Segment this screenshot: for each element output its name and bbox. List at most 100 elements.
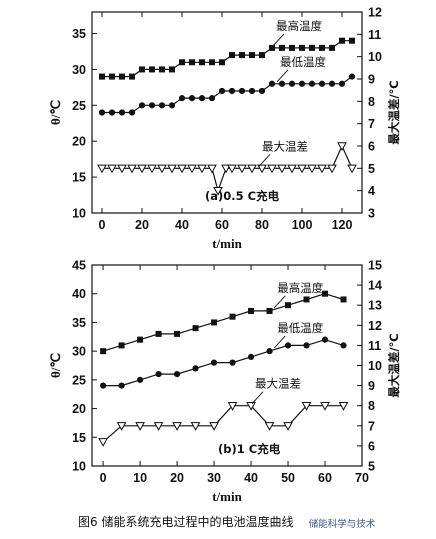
x-tick-label: 70 xyxy=(355,471,369,485)
y-right-axis-label: 最大温差/℃ xyxy=(387,333,401,397)
data-point xyxy=(308,80,316,87)
y-right-tick-label: 3 xyxy=(368,207,375,221)
y-left-axis-label: θ/℃ xyxy=(48,353,63,378)
y-right-tick-label: 8 xyxy=(368,95,375,109)
annotation-leader xyxy=(258,154,271,167)
data-point xyxy=(135,422,145,431)
data-point xyxy=(97,164,107,174)
data-point xyxy=(168,102,176,109)
data-point xyxy=(109,73,115,80)
y-right-tick-label: 13 xyxy=(368,299,382,313)
y-right-tick-label: 7 xyxy=(368,117,375,131)
annotation-label: 最低温度 xyxy=(277,321,323,335)
data-point xyxy=(189,59,195,66)
data-point xyxy=(266,307,273,314)
data-point xyxy=(137,336,144,343)
x-tick-label: 30 xyxy=(207,471,221,485)
watermark: 储能科学与技术 xyxy=(309,518,376,530)
data-point xyxy=(207,164,217,174)
data-point xyxy=(174,330,181,337)
y-right-tick-label: 7 xyxy=(368,419,375,433)
annotation-leader xyxy=(276,69,289,83)
data-point xyxy=(188,95,196,102)
data-point xyxy=(218,87,226,95)
series-line xyxy=(103,339,344,387)
data-point xyxy=(268,80,276,87)
data-point xyxy=(211,319,218,326)
x-tick-label: 120 xyxy=(332,218,353,232)
data-point xyxy=(307,164,317,174)
y-right-tick-label: 9 xyxy=(368,73,375,87)
data-point xyxy=(129,73,135,80)
data-point xyxy=(139,66,145,73)
data-point xyxy=(229,313,236,320)
y-right-tick-label: 4 xyxy=(368,184,375,198)
data-point xyxy=(208,95,216,102)
data-point xyxy=(148,102,156,109)
data-point xyxy=(297,164,307,174)
data-point xyxy=(177,164,187,174)
y-right-tick-label: 5 xyxy=(368,162,375,176)
data-point xyxy=(299,44,305,51)
y-right-tick-label: 6 xyxy=(368,140,375,154)
data-point xyxy=(349,37,355,44)
data-point xyxy=(320,402,330,411)
data-point xyxy=(99,73,105,80)
y-left-axis-label: θ/℃ xyxy=(48,100,63,125)
data-point xyxy=(248,87,256,95)
y-right-tick-label: 10 xyxy=(368,50,382,64)
data-point xyxy=(228,87,236,95)
data-point xyxy=(248,307,255,314)
data-point xyxy=(303,296,310,303)
x-tick-label: 60 xyxy=(318,471,332,485)
data-point xyxy=(238,87,246,95)
data-point xyxy=(348,73,356,80)
plot-frame xyxy=(91,11,363,214)
data-point xyxy=(199,59,205,66)
data-point xyxy=(127,164,137,174)
y-left-tick-label: 30 xyxy=(72,345,86,359)
y-left-tick-label: 10 xyxy=(72,207,86,221)
data-point xyxy=(329,44,335,51)
data-point xyxy=(117,164,127,174)
data-point xyxy=(172,422,182,431)
data-point xyxy=(337,142,347,152)
y-left-tick-label: 35 xyxy=(72,27,86,41)
y-right-tick-label: 12 xyxy=(368,319,382,333)
data-point xyxy=(237,164,247,174)
data-point xyxy=(169,66,175,73)
panel-label: (a)0.5 C充电 xyxy=(205,189,280,203)
x-tick-label: 0 xyxy=(100,471,107,485)
data-point xyxy=(137,164,147,174)
x-tick-label: 80 xyxy=(255,218,269,232)
data-point xyxy=(155,371,162,378)
data-point xyxy=(158,102,166,109)
y-right-tick-label: 11 xyxy=(368,339,381,353)
data-point xyxy=(197,164,207,174)
data-point xyxy=(98,438,108,447)
x-tick-label: 100 xyxy=(292,218,313,232)
data-point xyxy=(258,87,266,95)
data-point xyxy=(309,44,315,51)
y-left-tick-label: 30 xyxy=(72,63,86,77)
x-axis-label: t/min xyxy=(212,489,242,504)
data-point xyxy=(285,302,292,309)
data-point xyxy=(178,95,186,102)
y-left-tick-label: 25 xyxy=(72,373,86,387)
data-point xyxy=(100,348,107,355)
series-line xyxy=(102,293,344,352)
data-point xyxy=(249,52,255,59)
data-point xyxy=(339,37,345,44)
data-point xyxy=(138,102,146,109)
data-point xyxy=(155,330,162,337)
data-point xyxy=(159,66,165,73)
data-point xyxy=(269,44,275,51)
data-point xyxy=(210,359,218,366)
data-point xyxy=(266,348,273,355)
y-right-tick-label: 8 xyxy=(368,399,375,413)
data-point xyxy=(319,44,325,51)
data-point xyxy=(298,80,306,87)
data-point xyxy=(317,164,327,174)
data-point xyxy=(303,342,310,349)
data-point xyxy=(259,52,265,59)
